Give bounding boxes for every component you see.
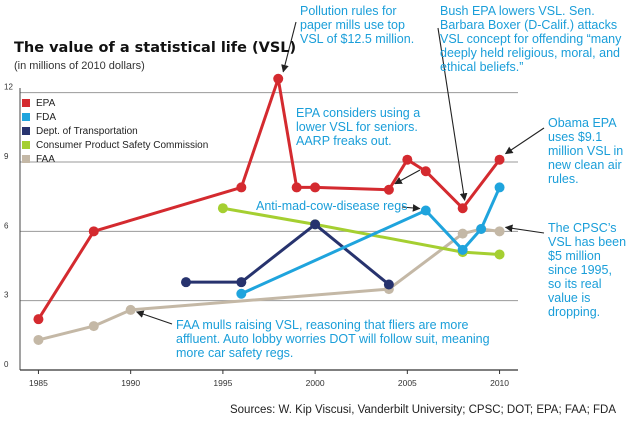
data-point — [88, 226, 99, 237]
chart-title: The value of a statistical life (VSL) — [14, 40, 297, 56]
y-axis-ticks: 0 3 6 9 12 — [4, 83, 13, 369]
leader-epa-seniors — [394, 169, 421, 185]
data-point — [33, 314, 44, 325]
x-tick-label: 2010 — [490, 378, 509, 388]
annotation-obama: Obama EPA uses $9.1 million VSL in new c… — [548, 116, 624, 186]
data-point — [457, 244, 468, 255]
data-point — [476, 224, 487, 235]
legend-label: Dept. of Transportation — [36, 125, 138, 137]
annotation-faa: FAA mulls raising VSL, reasoning that fl… — [176, 318, 490, 360]
grid-lines — [19, 88, 518, 371]
legend-item: Dept. of Transportation — [22, 124, 208, 138]
legend-item: FDA — [22, 110, 208, 124]
data-point — [88, 321, 99, 332]
y-tick-label: 6 — [4, 221, 9, 230]
x-tick-label: 1995 — [213, 378, 232, 388]
legend-swatch — [22, 113, 30, 121]
data-point — [310, 182, 321, 193]
chart-subtitle: (in millions of 2010 dollars) — [14, 60, 145, 72]
x-tick-label: 2000 — [306, 378, 325, 388]
annotation-bush: Bush EPA lowers VSL. Sen. Barbara Boxer … — [440, 4, 622, 74]
y-tick-label: 12 — [4, 83, 13, 92]
legend-swatch — [22, 141, 30, 149]
annotation-cpsc: The CPSC’s VSL has been $5 million since… — [548, 221, 627, 319]
x-tick-label: 2005 — [398, 378, 417, 388]
y-tick-label: 9 — [4, 152, 9, 161]
data-point — [33, 334, 44, 345]
legend-item: FAA — [22, 152, 208, 166]
data-point — [273, 73, 284, 84]
legend-label: FDA — [36, 111, 56, 123]
data-point — [383, 184, 394, 195]
x-tick-label: 1985 — [29, 378, 48, 388]
legend-label: EPA — [36, 97, 56, 109]
legend-swatch — [22, 155, 30, 163]
legend-swatch — [22, 127, 30, 135]
x-axis-ticks: 1985 1990 1995 2000 2005 2010 — [29, 370, 509, 388]
legend: EPA FDA Dept. of Transportation Consumer Pr… — [22, 96, 208, 166]
legend-label: FAA — [36, 153, 55, 165]
data-point — [125, 304, 136, 315]
data-point — [383, 279, 394, 290]
annotation-leaders — [135, 21, 545, 325]
y-tick-label: 0 — [4, 360, 9, 369]
data-point — [494, 154, 505, 165]
y-tick-label: 3 — [4, 291, 9, 300]
leader-mad-cow — [401, 204, 421, 212]
data-point — [494, 249, 505, 260]
leader-faa — [135, 310, 173, 325]
leader-cpsc — [504, 224, 545, 234]
series-line-dept-of-transportation — [184, 222, 391, 286]
leader-pollution — [281, 21, 297, 73]
series-line-consumer-product-safety-commission — [221, 206, 502, 256]
annotation-mad-cow: Anti-mad-cow-disease regs — [256, 199, 408, 213]
legend-item: Consumer Product Safety Commission — [22, 138, 208, 152]
leader-bush — [437, 27, 468, 201]
data-point — [494, 226, 505, 237]
leader-obama — [504, 127, 545, 155]
x-tick-label: 1990 — [121, 378, 140, 388]
data-point — [310, 219, 321, 230]
data-point — [236, 182, 247, 193]
data-point — [291, 182, 302, 193]
data-point — [217, 203, 228, 214]
series-layer — [33, 73, 505, 345]
data-point — [236, 288, 247, 299]
data-point — [420, 205, 431, 216]
annotation-epa-seniors: EPA considers using a lower VSL for seni… — [296, 106, 421, 148]
source-credit: Sources: W. Kip Viscusi, Vanderbilt Univ… — [229, 404, 616, 416]
data-point — [236, 277, 247, 288]
legend-label: Consumer Product Safety Commission — [36, 139, 209, 151]
data-point — [181, 277, 191, 288]
annotation-pollution: Pollution rules for paper mills use top … — [300, 4, 415, 46]
data-point — [420, 166, 431, 177]
data-point — [457, 203, 468, 214]
data-point — [494, 182, 505, 193]
legend-swatch — [22, 99, 30, 107]
data-point — [457, 228, 468, 239]
data-point — [402, 154, 413, 165]
legend-item: EPA — [22, 96, 208, 110]
